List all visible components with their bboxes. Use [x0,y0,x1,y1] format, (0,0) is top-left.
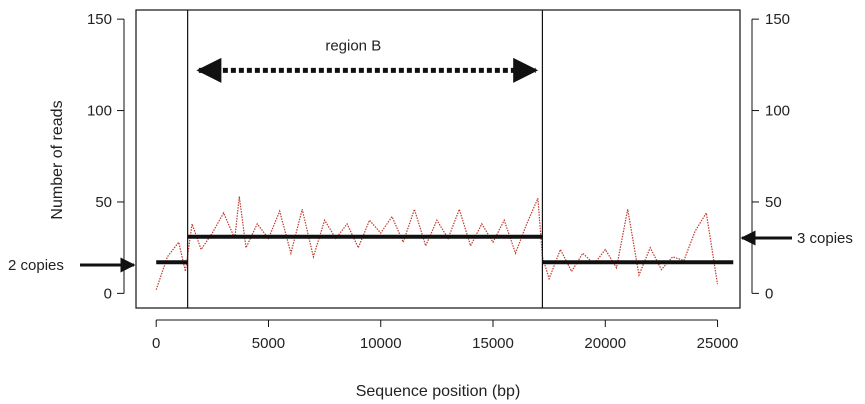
reads-trace-layer [155,196,719,290]
y-axis-title: Number of reads [49,100,66,219]
y-tick-label: 0 [765,285,773,302]
copy-number-segments [156,234,734,265]
copies-annotation-left: 2 copies [8,257,136,274]
region-b-label: region B [325,37,381,54]
y-tick-label: 50 [95,194,112,211]
y-axis-left: 0 50 100 150 [87,11,125,302]
x-tick-label: 5000 [252,335,285,352]
y-tick-label: 0 [104,285,112,302]
region-b-annotation: region B [196,37,539,83]
plot-frame [135,9,741,309]
y-tick-label: 100 [87,103,112,120]
three-copies-label: 3 copies [797,230,853,247]
x-tick-label: 10000 [360,335,402,352]
x-tick-label: 15000 [472,335,514,352]
y-tick-label: 50 [765,194,782,211]
x-axis-title: Sequence position (bp) [356,383,521,400]
reads-series-line [155,196,719,290]
y-tick-label: 150 [765,11,790,28]
y-tick-label: 100 [765,103,790,120]
two-copies-label: 2 copies [8,257,64,274]
x-tick-label: 0 [152,335,160,352]
x-tick-label: 20000 [584,335,626,352]
y-tick-label: 150 [87,11,112,28]
region-boundaries [187,10,544,308]
x-tick-label: 25000 [697,335,739,352]
x-axis: 0 5000 10000 15000 20000 25000 [152,319,739,352]
copies-annotation-right: 3 copies [740,230,853,247]
y-axis-right: 0 50 100 150 [751,11,790,302]
